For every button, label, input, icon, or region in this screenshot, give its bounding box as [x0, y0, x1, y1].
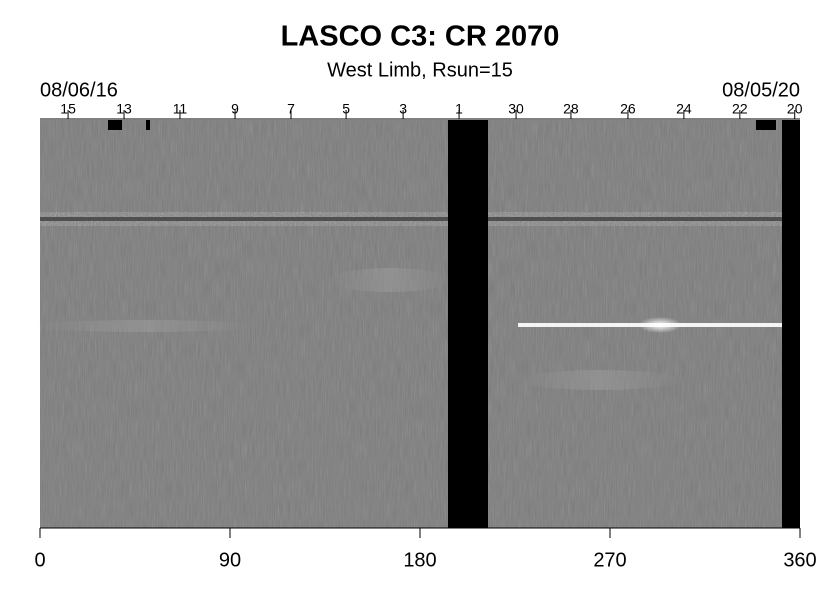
top-tick-label: 13 [116, 101, 132, 117]
top-tick-label: 22 [732, 101, 748, 117]
top-tick-label: 9 [231, 101, 239, 117]
top-tick-label: 5 [342, 101, 350, 117]
missing-frame [146, 120, 150, 130]
data-gap [448, 120, 488, 528]
top-tick-label: 3 [399, 101, 407, 117]
top-tick-label: 30 [508, 101, 524, 117]
top-tick-label: 7 [287, 101, 295, 117]
chart-subtitle: West Limb, Rsun=15 [327, 59, 513, 81]
faint-streak [520, 370, 680, 390]
top-tick-label: 28 [563, 101, 579, 117]
dark-band-core [40, 217, 800, 221]
x-tick-label: 360 [783, 549, 816, 571]
top-tick-label: 20 [787, 101, 803, 117]
data-gap [782, 120, 800, 528]
top-tick-label: 1 [455, 101, 463, 117]
end-date: 08/05/20 [722, 79, 800, 101]
missing-frame [108, 120, 122, 130]
x-tick-label: 0 [34, 549, 45, 571]
bright-blob [638, 317, 682, 333]
x-tick-label: 180 [403, 549, 436, 571]
map-image [35, 120, 800, 528]
start-date: 08/06/16 [40, 79, 118, 101]
top-tick-label: 11 [173, 101, 188, 117]
faint-streak [330, 268, 450, 292]
top-tick-label: 26 [620, 101, 636, 117]
top-tick-label: 24 [676, 101, 692, 117]
x-tick-label: 90 [219, 549, 241, 571]
chart-title: LASCO C3: CR 2070 [281, 21, 560, 53]
x-tick-label: 270 [593, 549, 626, 571]
missing-frame [756, 120, 776, 130]
top-tick-label: 15 [60, 101, 76, 117]
faint-streak [35, 320, 255, 332]
